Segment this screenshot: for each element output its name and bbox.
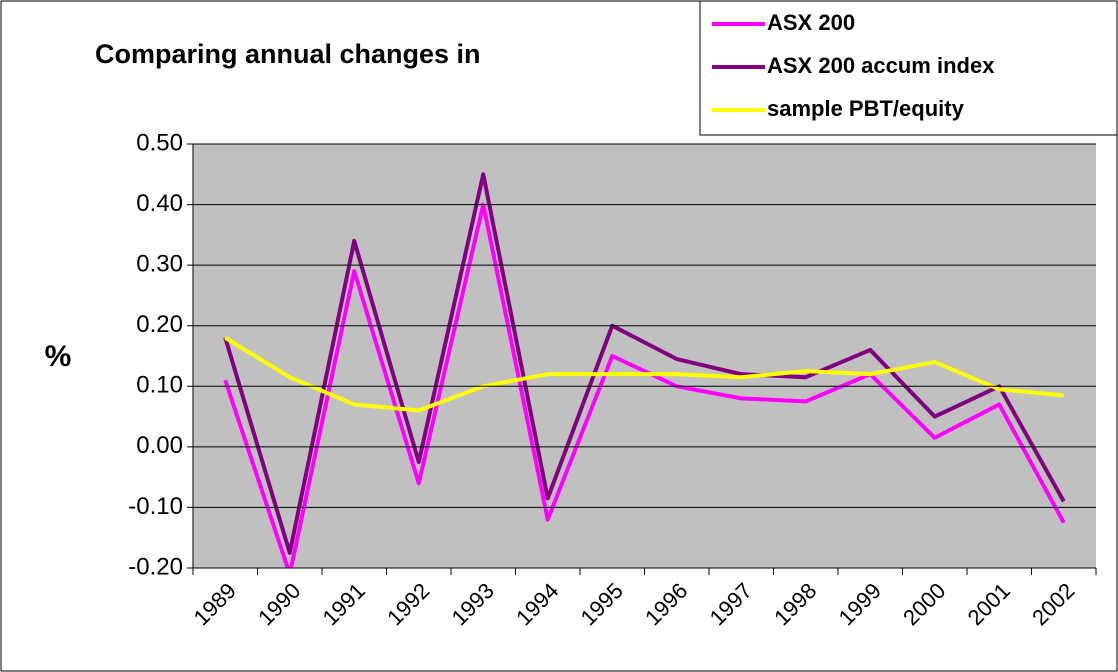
legend-label: sample PBT/equity	[767, 96, 965, 121]
plot-area	[193, 144, 1096, 568]
legend-label: ASX 200 accum index	[767, 53, 995, 78]
line	[223, 202, 1066, 568]
y-tick-label: 0.50	[136, 129, 183, 156]
y-tick-label: 0.20	[136, 311, 183, 338]
y-tick-label: -0.10	[128, 493, 183, 520]
y-tick-label: 0.00	[136, 432, 183, 459]
y-tick-label: 0.40	[136, 190, 183, 217]
lines	[223, 172, 1066, 568]
y-tick-label: 0.30	[136, 250, 183, 277]
y-tick-label: 0.10	[136, 372, 183, 399]
legend-label: ASX 200	[767, 10, 855, 35]
line	[223, 172, 1066, 555]
legend	[699, 0, 1118, 136]
y-axis-label: %	[45, 340, 72, 373]
y-tick-label: -0.20	[128, 553, 183, 580]
chart-title: Comparing annual changes in	[95, 39, 481, 69]
line	[224, 336, 1064, 413]
